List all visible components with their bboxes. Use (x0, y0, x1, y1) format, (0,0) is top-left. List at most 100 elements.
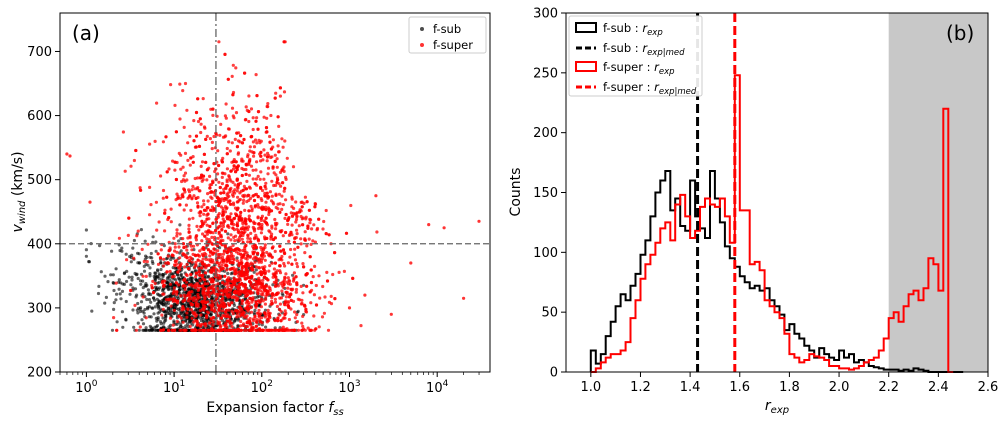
data-point-f-super (310, 227, 314, 231)
data-point-f-super (185, 280, 189, 284)
data-point-f-sub (226, 232, 230, 236)
data-point-f-super (309, 301, 313, 305)
data-point-f-super (246, 304, 250, 308)
data-point-f-super (183, 298, 187, 302)
data-point-f-super (227, 308, 231, 312)
data-point-f-sub (144, 326, 148, 330)
data-point-f-super (254, 317, 259, 321)
data-point-f-super (321, 227, 325, 231)
data-point-f-super (165, 195, 169, 199)
data-point-f-super (252, 278, 256, 282)
data-point-f-super (132, 158, 136, 163)
data-point-f-super (166, 254, 170, 258)
data-point-f-sub (120, 289, 125, 293)
data-point-f-super (313, 205, 317, 209)
data-point-f-super (288, 279, 292, 283)
data-point-f-super (261, 293, 265, 297)
data-point-f-super (204, 257, 208, 261)
data-point-f-super (178, 256, 182, 260)
data-point-f-super (208, 321, 212, 325)
data-point-f-super (283, 264, 287, 268)
data-point-f-super (175, 290, 179, 294)
data-point-f-super (269, 237, 273, 241)
data-point-f-super (241, 188, 245, 192)
y-tick-label-b: 200 (533, 126, 558, 141)
data-point-f-super (292, 240, 296, 244)
data-point-f-super (202, 152, 206, 156)
data-point-f-sub (206, 274, 211, 279)
data-point-f-sub (156, 268, 160, 272)
data-point-f-super (237, 293, 241, 297)
data-point-f-super (269, 235, 273, 239)
data-point-f-super (215, 244, 220, 248)
data-point-f-super (163, 229, 167, 233)
data-point-f-super (266, 308, 270, 312)
data-point-f-super (251, 262, 255, 266)
data-point-f-super (127, 216, 131, 220)
data-point-f-super (245, 321, 249, 325)
data-point-f-sub (131, 308, 135, 312)
data-point-f-super (246, 236, 250, 240)
data-point-f-super (181, 195, 185, 199)
data-point-f-super (288, 282, 292, 286)
data-point-f-super (247, 214, 251, 218)
data-point-f-super (253, 182, 257, 186)
data-point-f-super (223, 52, 227, 57)
data-point-f-super (258, 177, 262, 181)
data-point-f-super (185, 273, 189, 278)
data-point-f-super (244, 187, 249, 191)
data-point-f-super (168, 282, 173, 286)
data-point-f-super (278, 170, 283, 174)
data-point-f-super (270, 296, 274, 300)
data-point-f-super (234, 247, 238, 251)
data-point-f-super (263, 191, 267, 195)
data-point-f-super (286, 328, 290, 332)
legend-marker-super-hist (575, 61, 597, 72)
data-point-f-super (275, 165, 279, 169)
data-point-f-super (205, 310, 209, 314)
data-point-f-super (259, 305, 263, 309)
data-point-f-super (194, 134, 199, 138)
data-point-f-sub (218, 311, 222, 315)
y-tick-label-b: 50 (541, 306, 558, 321)
data-point-f-sub (155, 319, 159, 323)
data-point-f-super (264, 284, 268, 288)
data-point-f-super (220, 309, 225, 313)
data-point-f-sub (165, 295, 169, 299)
data-point-f-sub (149, 300, 153, 304)
data-point-f-sub (120, 310, 124, 314)
data-point-f-super (272, 171, 276, 175)
y-tick-label-a: 400 (27, 237, 52, 252)
data-point-f-sub (156, 275, 160, 279)
data-point-f-super (207, 263, 211, 267)
data-point-f-super (231, 167, 236, 171)
data-point-f-super (203, 126, 207, 130)
data-point-f-super (221, 224, 225, 229)
data-point-f-super (201, 284, 205, 288)
data-point-f-super (175, 234, 179, 238)
y-tick-label-a: 700 (27, 45, 52, 60)
data-point-f-super (359, 324, 363, 328)
data-point-f-sub (202, 320, 206, 324)
data-point-f-super (178, 263, 182, 268)
data-point-f-sub (90, 309, 94, 313)
data-point-f-super (223, 274, 227, 278)
data-point-f-super (173, 263, 177, 267)
data-point-f-super (226, 295, 231, 299)
data-point-f-super (295, 228, 299, 232)
data-point-f-super (235, 178, 239, 182)
data-point-f-super (286, 261, 290, 265)
data-point-f-super (171, 275, 175, 279)
data-point-f-sub (114, 267, 118, 271)
data-point-f-super (363, 293, 367, 297)
data-point-f-super (204, 300, 208, 304)
data-point-f-sub (132, 325, 136, 329)
data-point-f-super (168, 316, 173, 320)
data-point-f-super (188, 255, 192, 259)
data-point-f-super (178, 196, 183, 200)
data-point-f-super (283, 186, 287, 190)
data-point-f-super (192, 320, 196, 324)
data-point-f-super (196, 258, 200, 262)
data-point-f-super (200, 205, 204, 209)
data-point-f-super (278, 313, 282, 317)
